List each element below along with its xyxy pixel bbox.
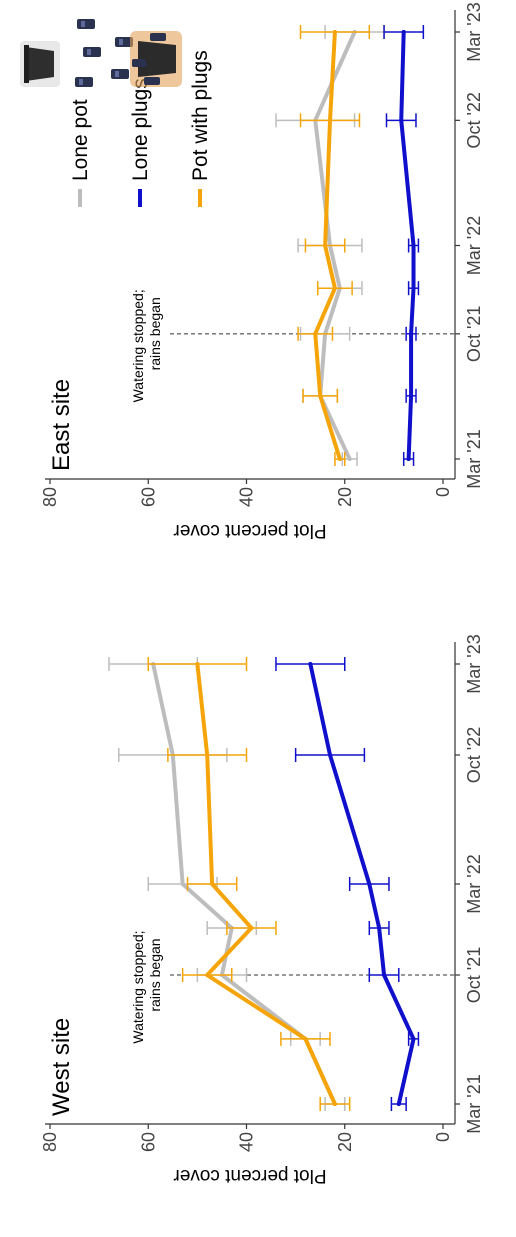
- plug-shape: [111, 69, 129, 79]
- pot-icon-rim: [24, 45, 29, 83]
- annotation-text: Watering stopped;: [130, 289, 146, 402]
- data-point: [377, 926, 382, 930]
- data-point: [411, 243, 416, 248]
- data-point: [308, 662, 313, 666]
- data-point: [303, 1036, 308, 1041]
- plug-highlight: [115, 71, 119, 77]
- data-point: [180, 882, 185, 886]
- x-tick-label: Mar '22: [464, 216, 484, 275]
- y-tick-label: 80: [40, 487, 60, 507]
- x-tick-label: Oct '22: [464, 727, 484, 783]
- plug-shape: [83, 47, 101, 57]
- data-point: [328, 118, 333, 123]
- legend-label: Pot with plugs: [189, 50, 212, 181]
- x-tick-label: Oct '22: [464, 92, 484, 148]
- plug-highlight: [87, 49, 91, 55]
- rotated-figure: 0 20 40 60 80 Plot percent cover Mar '21 Oct '2…: [20, 2, 484, 1186]
- y-tick-label: 0: [433, 487, 453, 497]
- plug-shape: [77, 19, 95, 29]
- data-point: [328, 753, 333, 758]
- legend-item: Lone plugs: [129, 78, 152, 207]
- data-point: [313, 331, 318, 336]
- plug-highlight: [119, 39, 123, 45]
- plugs-icon: [75, 19, 133, 87]
- series-2: [147, 657, 351, 1111]
- x-tick-label: Oct '21: [464, 947, 484, 1003]
- panel-title: West site: [48, 1018, 75, 1116]
- annotation-text: rains began: [147, 938, 163, 1011]
- data-point: [396, 1102, 401, 1106]
- annotation-text: Watering stopped;: [130, 930, 146, 1043]
- data-point: [411, 286, 416, 291]
- annotation-text: rains began: [147, 297, 163, 370]
- x-tick-label: Mar '21: [464, 429, 484, 488]
- panel-title: East site: [48, 379, 75, 471]
- data-point: [337, 457, 342, 461]
- legend-label: Lone plugs: [129, 78, 152, 181]
- pot-with-plugs-plug: [144, 77, 160, 85]
- y-tick-label: 60: [138, 487, 158, 507]
- data-point: [249, 926, 254, 930]
- data-point: [205, 973, 210, 978]
- data-point: [411, 1036, 416, 1041]
- legend-item: Lone pot: [69, 99, 92, 207]
- y-tick-label: 20: [335, 1132, 355, 1152]
- pot-with-plugs-icon: [130, 31, 182, 87]
- legend-icons: [20, 19, 182, 87]
- y-tick-label: 40: [237, 487, 257, 507]
- data-point: [409, 331, 414, 336]
- data-point: [332, 30, 337, 34]
- pot-with-plugs-plug: [132, 59, 146, 67]
- pot-icon: [20, 41, 60, 87]
- x-tick-label: Mar '23: [464, 2, 484, 61]
- x-tick-label: Mar '23: [464, 634, 484, 693]
- y-axis-label: Plot percent cover: [173, 1165, 327, 1186]
- data-point: [318, 393, 323, 398]
- data-point: [347, 457, 352, 461]
- data-point: [323, 243, 328, 248]
- y-axis-label: Plot percent cover: [173, 520, 327, 541]
- plug-shape: [75, 77, 93, 87]
- data-point: [195, 662, 200, 666]
- pot-icon-body: [26, 47, 54, 81]
- data-point: [382, 973, 387, 978]
- pot-with-plugs-plug: [150, 33, 166, 41]
- chart-panel-0: 0 20 40 60 80 Plot percent cover Mar '21 Oct '2…: [40, 634, 484, 1186]
- y-tick-label: 40: [237, 1132, 257, 1152]
- series-1: [383, 25, 425, 466]
- y-tick-label: 60: [138, 1132, 158, 1152]
- y-tick-label: 80: [40, 1132, 60, 1152]
- pot-with-plugs-body: [138, 41, 176, 77]
- series-1: [275, 657, 420, 1111]
- plug-highlight: [81, 21, 85, 27]
- y-tick-label: 0: [433, 1132, 453, 1142]
- legend: Lone pot Lone plugs Pot with plugs: [69, 50, 212, 207]
- chart-panel-1: 0 20 40 60 80 Plot percent cover Mar '21 Oct '2…: [40, 2, 484, 541]
- data-point: [399, 118, 404, 123]
- data-point: [406, 457, 411, 461]
- legend-label: Lone pot: [69, 99, 92, 181]
- data-point: [367, 882, 372, 886]
- x-tick-label: Oct '21: [464, 306, 484, 362]
- legend-item: Pot with plugs: [189, 50, 212, 207]
- data-point: [401, 30, 406, 34]
- x-tick-label: Mar '22: [464, 854, 484, 913]
- y-tick-label: 20: [335, 487, 355, 507]
- series-2: [297, 25, 371, 466]
- x-tick-label: Mar '21: [464, 1074, 484, 1133]
- plug-highlight: [79, 79, 83, 85]
- data-point: [332, 286, 337, 291]
- data-point: [332, 1102, 337, 1106]
- data-point: [210, 882, 215, 886]
- data-point: [205, 753, 210, 758]
- data-point: [409, 393, 414, 398]
